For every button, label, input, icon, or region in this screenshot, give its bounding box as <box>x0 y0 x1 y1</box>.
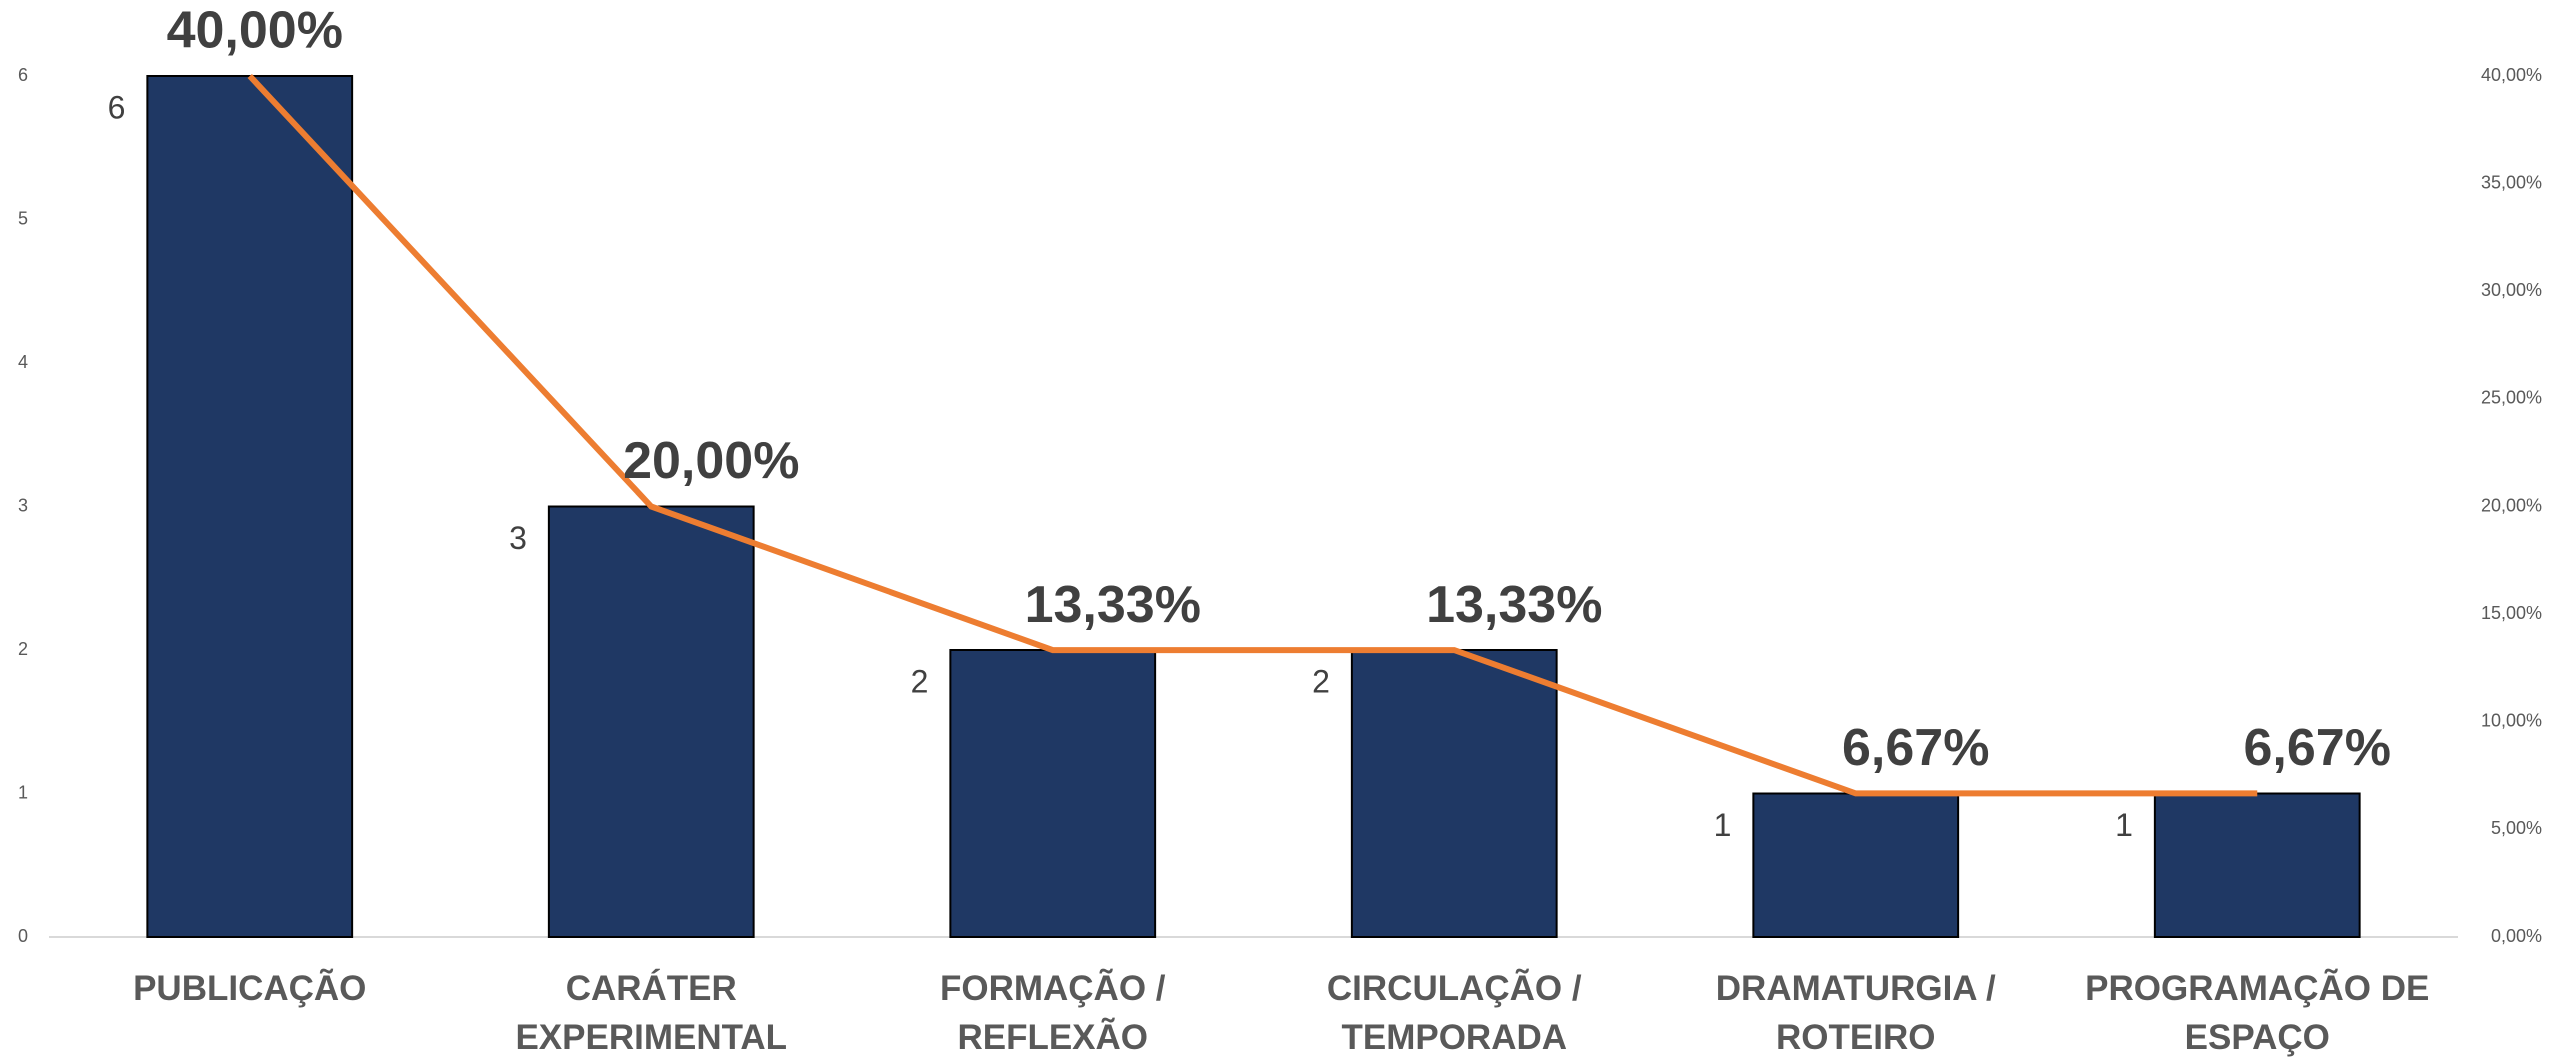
bar <box>1752 792 1960 938</box>
y2-tick-label: 30,00% <box>2481 280 2542 300</box>
line-value-label: 6,67% <box>1842 719 1989 777</box>
y2-tick-label: 5,00% <box>2491 818 2542 838</box>
x-tick-label: PUBLICAÇÃO <box>133 969 367 1008</box>
y2-tick-label: 15,00% <box>2481 603 2542 623</box>
y2-tick-label: 40,00% <box>2481 65 2542 85</box>
x-tick-label: CARÁTER EXPERIMENTAL <box>515 969 788 1057</box>
bar-value-label: 2 <box>1312 663 1330 699</box>
y2-tick-label: 35,00% <box>2481 172 2542 192</box>
y-tick-label: 0 <box>18 926 28 946</box>
line-value-label: 20,00% <box>623 432 799 490</box>
y2-tick-label: 20,00% <box>2481 495 2542 515</box>
x-tick-label: PROGRAMAÇÃO DE ESPAÇO <box>2085 969 2430 1057</box>
bar-value-label: 3 <box>509 520 527 556</box>
bar-value-label: 1 <box>1714 807 1732 843</box>
x-tick-label: FORMAÇÃO / REFLEXÃO <box>939 969 1166 1057</box>
line-value-label: 13,33% <box>1426 576 1602 634</box>
x-tick-label: DRAMATURGIA / ROTEIRO <box>1715 969 1996 1057</box>
bar <box>2153 792 2361 938</box>
y2-tick-label: 0,00% <box>2491 926 2542 946</box>
y-tick-label: 5 <box>18 208 28 228</box>
line-value-label: 40,00% <box>167 2 343 60</box>
bar <box>949 649 1157 938</box>
y-tick-label: 4 <box>18 352 28 372</box>
bar <box>146 75 354 938</box>
y-tick-label: 1 <box>18 782 28 802</box>
bar <box>547 505 755 938</box>
y-tick-label: 6 <box>18 65 28 85</box>
bar-value-label: 6 <box>108 89 126 125</box>
y-tick-label: 2 <box>18 639 28 659</box>
bar-value-label: 2 <box>911 663 929 699</box>
line-value-label: 13,33% <box>1025 576 1201 634</box>
line <box>247 73 2258 797</box>
line-value-label: 6,67% <box>2244 719 2391 777</box>
y2-tick-label: 25,00% <box>2481 388 2542 408</box>
y-tick-label: 3 <box>18 495 28 515</box>
y2-tick-label: 10,00% <box>2481 711 2542 731</box>
bar <box>1350 649 1558 938</box>
bar-value-label: 1 <box>2115 807 2133 843</box>
x-tick-label: CIRCULAÇÃO / TEMPORADA <box>1326 969 1582 1057</box>
